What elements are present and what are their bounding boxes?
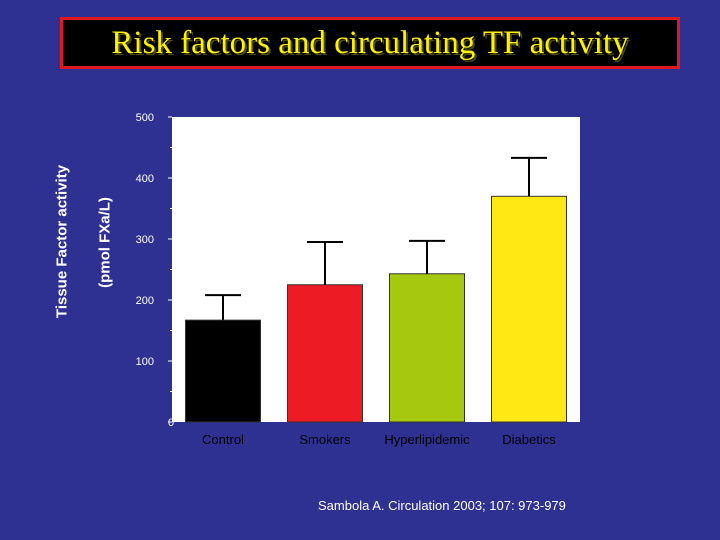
y-tick-label: 400 — [136, 173, 154, 185]
bar-control — [185, 319, 261, 423]
bar-hyperlipidemic — [389, 273, 465, 423]
x-tick-label: Hyperlipidemic — [384, 432, 470, 447]
x-tick-label: Smokers — [299, 432, 351, 447]
y-tick-label: 300 — [136, 234, 154, 246]
title-box: Risk factors and circulating TF activity — [60, 17, 680, 69]
y-tick-label: 200 — [136, 295, 154, 307]
chart-title: Risk factors and circulating TF activity — [111, 24, 629, 61]
y-tick-label: 0 — [168, 417, 174, 429]
bar-smokers — [287, 284, 363, 423]
y-tick-label: 100 — [136, 356, 154, 368]
y-tick-label: 500 — [136, 112, 154, 124]
citation: Sambola A. Circulation 2003; 107: 973-97… — [318, 498, 566, 513]
bar-diabetics — [491, 195, 567, 423]
x-tick-label: Diabetics — [502, 432, 556, 447]
x-tick-label: Control — [202, 432, 244, 447]
